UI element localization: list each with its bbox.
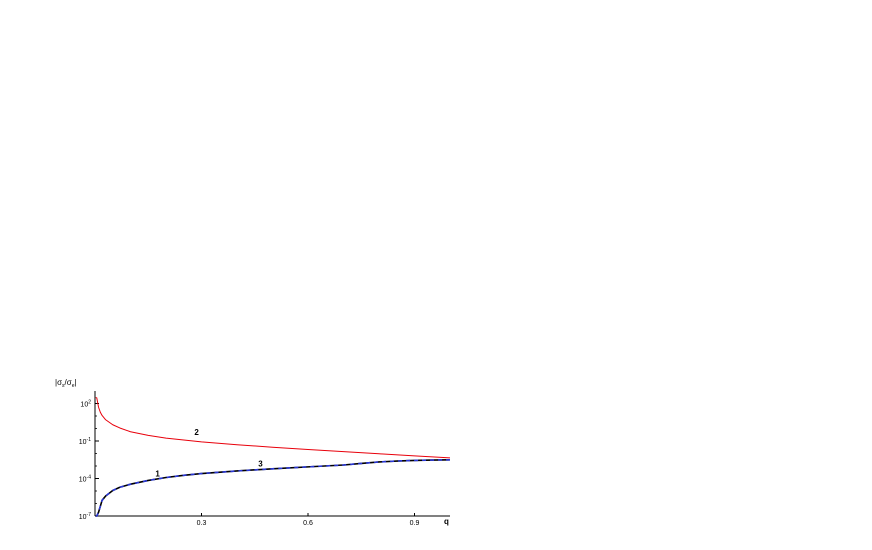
y-axis-label-end: | <box>74 378 76 387</box>
y-axis-label: |σs/σe| <box>55 378 77 389</box>
svg-text:|σs/σe|: |σs/σe| <box>55 378 77 389</box>
annotation-label: 2 <box>194 428 199 437</box>
annotation-label: 3 <box>258 460 263 469</box>
ticks: 0.3 0.6 0.9 10-7 10-4 10-1 102 <box>79 400 420 528</box>
series-line-3 <box>95 459 451 517</box>
y-tick-label: 102 <box>80 400 91 409</box>
series-line-2 <box>95 397 451 459</box>
annotations: 1 2 3 <box>155 428 263 478</box>
y-tick-label: 10-1 <box>79 437 91 446</box>
axes <box>94 391 450 517</box>
x-tick-label: 0.3 <box>197 520 207 527</box>
x-tick-label: 0.9 <box>410 520 420 527</box>
y-axis-label-mid: /σ <box>65 378 72 387</box>
y-tick-label: 10-7 <box>79 512 91 521</box>
series <box>95 397 451 517</box>
x-tick-label: 0.6 <box>303 520 313 527</box>
y-axis-label-main: |σ <box>55 378 62 387</box>
y-axis-label-sub2: e <box>72 383 75 389</box>
annotation-label: 1 <box>155 469 160 478</box>
y-tick-label: 10-4 <box>79 475 91 484</box>
x-axis-label: q <box>444 517 449 526</box>
y-axis-label-sub1: s <box>62 383 65 389</box>
